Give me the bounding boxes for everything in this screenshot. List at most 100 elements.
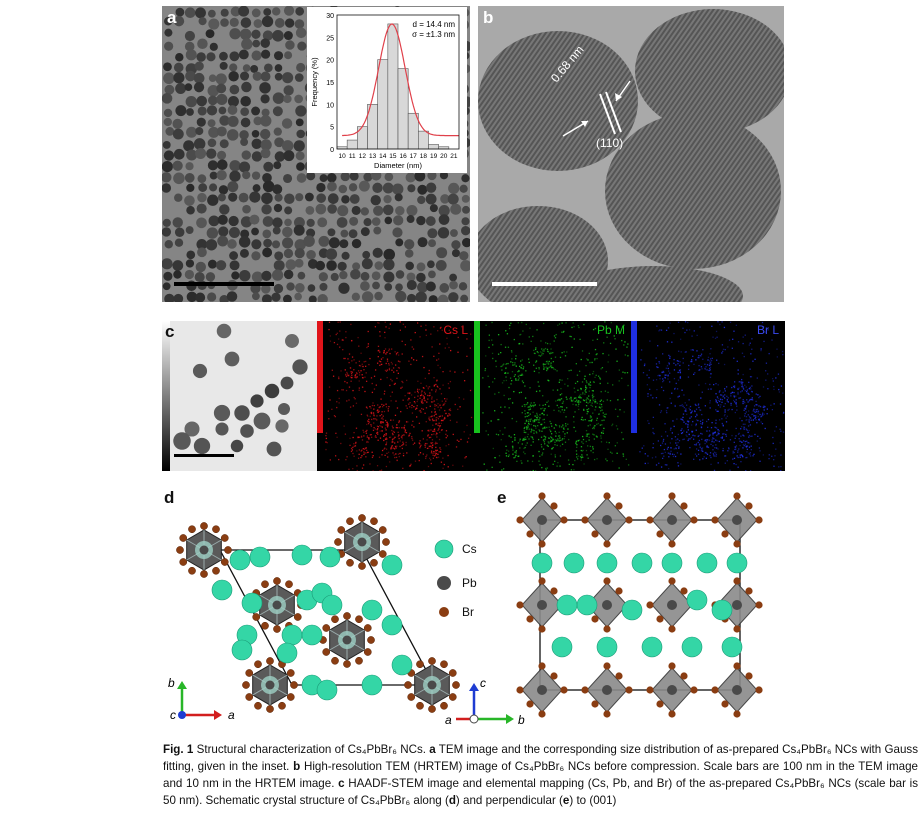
signal-dot bbox=[523, 429, 525, 432]
signal-dot bbox=[431, 398, 433, 400]
signal-dot bbox=[361, 455, 363, 457]
signal-dot bbox=[528, 438, 530, 440]
signal-dot bbox=[658, 360, 660, 363]
signal-dot bbox=[420, 325, 422, 327]
signal-dot bbox=[327, 410, 329, 412]
signal-dot bbox=[661, 371, 663, 374]
nanocrystal bbox=[319, 282, 328, 291]
nanocrystal bbox=[304, 192, 314, 202]
signal-dot bbox=[511, 371, 514, 373]
signal-dot bbox=[579, 338, 581, 341]
signal-dot bbox=[752, 419, 754, 421]
signal-dot bbox=[365, 380, 368, 382]
signal-dot bbox=[449, 380, 452, 383]
signal-dot bbox=[646, 384, 649, 386]
signal-dot bbox=[604, 321, 606, 323]
signal-dot bbox=[546, 467, 548, 469]
signal-dot bbox=[741, 352, 744, 354]
signal-dot bbox=[700, 449, 703, 452]
signal-dot bbox=[580, 388, 582, 390]
signal-dot bbox=[416, 407, 418, 410]
nanocrystal bbox=[273, 203, 283, 213]
gauss-fit-curve bbox=[342, 23, 459, 137]
signal-dot bbox=[527, 426, 530, 428]
signal-dot bbox=[434, 454, 437, 456]
signal-dot bbox=[391, 441, 393, 443]
nanocrystal bbox=[383, 258, 395, 271]
signal-dot bbox=[587, 410, 589, 413]
signal-dot bbox=[721, 398, 724, 401]
signal-dot bbox=[424, 442, 427, 445]
signal-dot bbox=[751, 385, 753, 387]
signal-dot bbox=[605, 441, 608, 443]
signal-dot bbox=[554, 430, 556, 433]
signal-dot bbox=[383, 435, 385, 437]
signal-dot bbox=[717, 431, 719, 434]
signal-dot bbox=[395, 447, 398, 449]
signal-dot bbox=[695, 429, 697, 431]
signal-dot bbox=[533, 429, 535, 432]
signal-dot bbox=[362, 448, 364, 450]
signal-dot bbox=[664, 377, 666, 379]
signal-dot bbox=[340, 442, 342, 445]
signal-dot bbox=[704, 405, 707, 407]
signal-dot bbox=[627, 343, 629, 345]
signal-dot bbox=[596, 353, 598, 355]
nanocrystal bbox=[173, 172, 185, 185]
nanocrystal bbox=[173, 432, 191, 450]
nanocrystal bbox=[449, 273, 457, 282]
signal-dot bbox=[751, 399, 753, 401]
signal-dot bbox=[390, 445, 393, 447]
nanocrystal bbox=[259, 82, 271, 94]
signal-dot bbox=[433, 450, 436, 453]
signal-dot bbox=[521, 373, 523, 375]
signal-dot bbox=[366, 423, 368, 426]
signal-dot bbox=[724, 455, 726, 457]
signal-dot bbox=[719, 323, 721, 326]
color-scale-bar bbox=[631, 321, 637, 433]
signal-dot bbox=[527, 358, 530, 360]
signal-dot bbox=[593, 434, 595, 436]
signal-dot bbox=[520, 333, 522, 336]
signal-dot bbox=[679, 361, 681, 363]
signal-dot bbox=[659, 378, 661, 380]
signal-dot bbox=[524, 422, 526, 425]
signal-dot bbox=[709, 383, 711, 386]
nanocrystal bbox=[242, 64, 251, 72]
histogram-bar bbox=[428, 144, 439, 150]
signal-dot bbox=[698, 369, 700, 371]
signal-dot bbox=[669, 397, 671, 400]
signal-dot bbox=[431, 447, 433, 449]
signal-dot bbox=[662, 378, 664, 380]
signal-dot bbox=[723, 405, 725, 408]
signal-dot bbox=[671, 453, 674, 455]
signal-dot bbox=[400, 387, 402, 389]
signal-dot bbox=[701, 419, 704, 422]
nanocrystal bbox=[229, 51, 240, 62]
signal-dot bbox=[593, 438, 595, 440]
signal-dot bbox=[724, 394, 726, 396]
crystal-structure-e: e c a b bbox=[445, 485, 787, 730]
signal-dot bbox=[521, 412, 523, 414]
signal-dot bbox=[755, 393, 757, 395]
nanocrystal bbox=[173, 148, 185, 160]
signal-dot bbox=[592, 448, 594, 450]
signal-dot bbox=[385, 437, 388, 439]
signal-dot bbox=[725, 417, 727, 419]
signal-dot bbox=[752, 399, 754, 401]
signal-dot bbox=[663, 376, 666, 379]
signal-dot bbox=[749, 452, 752, 454]
signal-dot bbox=[753, 405, 756, 407]
signal-dot bbox=[366, 436, 368, 438]
signal-dot bbox=[381, 411, 383, 413]
signal-dot bbox=[379, 415, 381, 417]
signal-dot bbox=[437, 403, 439, 405]
signal-dot bbox=[698, 434, 700, 437]
signal-dot bbox=[418, 388, 421, 391]
signal-dot bbox=[782, 392, 784, 394]
signal-dot bbox=[377, 409, 379, 411]
signal-dot bbox=[345, 389, 348, 392]
signal-dot bbox=[507, 372, 509, 374]
nanocrystal bbox=[437, 227, 450, 239]
signal-dot bbox=[748, 415, 751, 418]
